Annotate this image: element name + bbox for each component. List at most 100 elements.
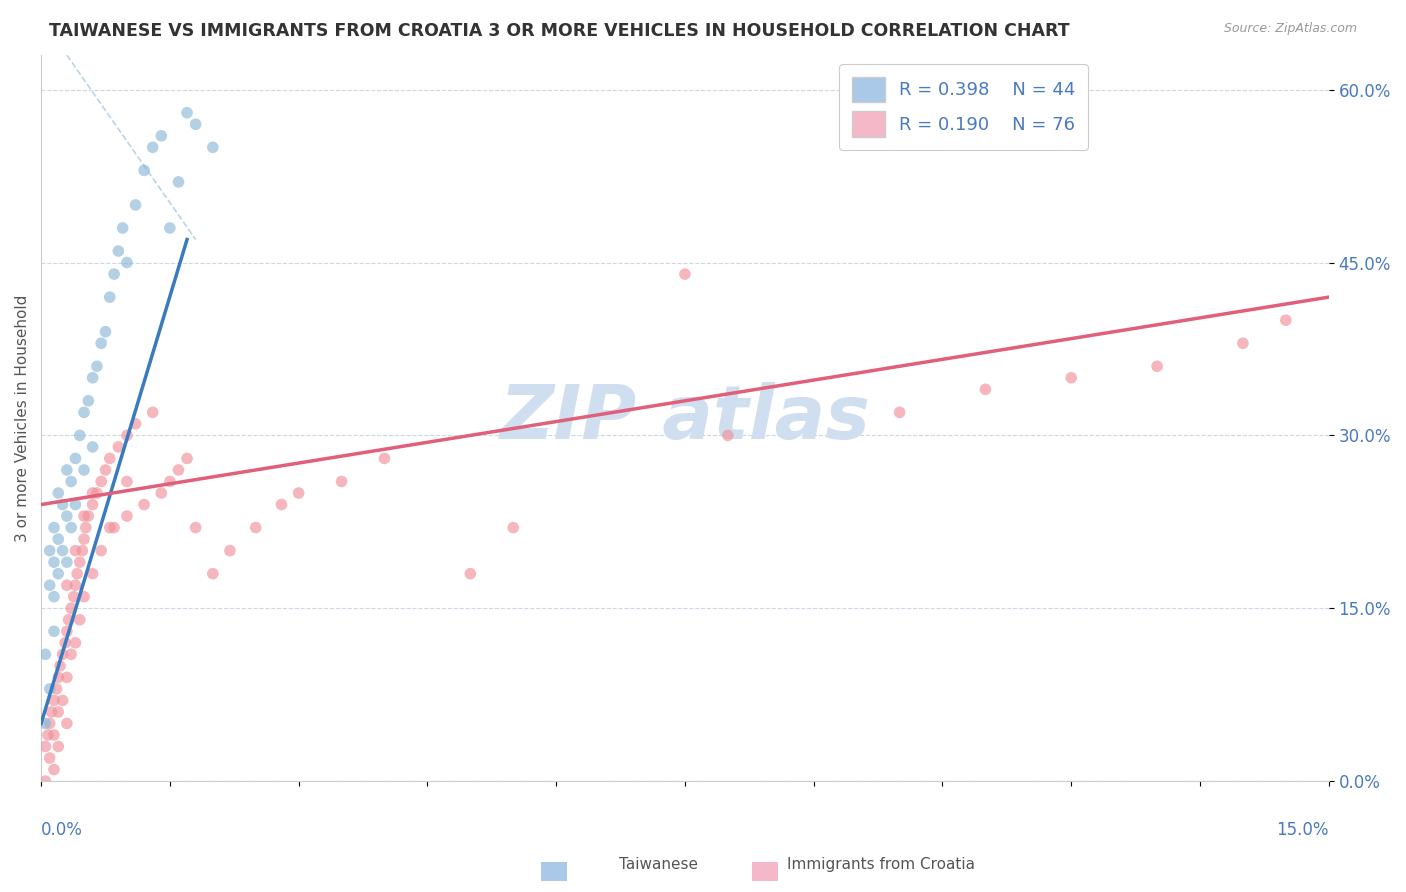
Point — [56, 578, 79, 592]
Point — [134, 498, 156, 512]
Point — [159, 475, 181, 489]
Point — [60, 601, 83, 615]
Point — [38, 543, 60, 558]
Text: Immigrants from Croatia: Immigrants from Croatia — [787, 857, 976, 872]
Point — [124, 417, 146, 431]
Point — [60, 648, 83, 662]
Point — [73, 405, 96, 419]
Point — [717, 428, 740, 442]
Point — [46, 566, 69, 581]
Point — [82, 371, 104, 385]
Point — [77, 393, 100, 408]
Point — [111, 221, 134, 235]
Point — [60, 520, 83, 534]
Point — [142, 405, 165, 419]
Point — [38, 751, 60, 765]
Point — [34, 648, 56, 662]
Point — [82, 486, 104, 500]
Text: TAIWANESE VS IMMIGRANTS FROM CROATIA 3 OR MORE VEHICLES IN HOUSEHOLD CORRELATION: TAIWANESE VS IMMIGRANTS FROM CROATIA 3 O… — [49, 22, 1070, 40]
Point — [37, 728, 59, 742]
Point — [201, 140, 224, 154]
Text: ZIP atlas: ZIP atlas — [499, 382, 870, 455]
Point — [94, 463, 117, 477]
Point — [42, 728, 65, 742]
Point — [245, 520, 267, 534]
Point — [46, 670, 69, 684]
Point — [65, 578, 87, 592]
Point — [219, 543, 242, 558]
Point — [62, 590, 84, 604]
Point — [42, 520, 65, 534]
Point — [42, 763, 65, 777]
Point — [673, 267, 696, 281]
Point — [330, 475, 353, 489]
Point — [69, 555, 91, 569]
Point — [77, 509, 100, 524]
Point — [82, 440, 104, 454]
Point — [98, 520, 121, 534]
Point — [49, 658, 72, 673]
Point — [69, 428, 91, 442]
Point — [184, 117, 207, 131]
Point — [176, 105, 198, 120]
Point — [103, 520, 125, 534]
Point — [42, 590, 65, 604]
Point — [60, 475, 83, 489]
Point — [56, 670, 79, 684]
Point — [502, 520, 524, 534]
Point — [1060, 371, 1083, 385]
Point — [42, 555, 65, 569]
Point — [107, 440, 129, 454]
Point — [41, 705, 63, 719]
Point — [82, 498, 104, 512]
Point — [115, 428, 138, 442]
Point — [115, 475, 138, 489]
Point — [287, 486, 309, 500]
Point — [52, 498, 75, 512]
Point — [150, 128, 173, 143]
Point — [1146, 359, 1168, 374]
Point — [373, 451, 395, 466]
Point — [107, 244, 129, 258]
Point — [46, 739, 69, 754]
Point — [52, 693, 75, 707]
Point — [72, 543, 94, 558]
Point — [142, 140, 165, 154]
Point — [38, 716, 60, 731]
Point — [34, 774, 56, 789]
Point — [974, 382, 997, 396]
Point — [1275, 313, 1298, 327]
Point — [98, 451, 121, 466]
Point — [65, 543, 87, 558]
Point — [889, 405, 911, 419]
Point — [82, 566, 104, 581]
Legend: R = 0.398    N = 44, R = 0.190    N = 76: R = 0.398 N = 44, R = 0.190 N = 76 — [839, 64, 1088, 150]
Point — [176, 451, 198, 466]
Point — [94, 325, 117, 339]
Point — [46, 532, 69, 546]
Point — [150, 486, 173, 500]
Point — [56, 716, 79, 731]
Point — [134, 163, 156, 178]
Point — [270, 498, 292, 512]
Point — [159, 221, 181, 235]
Point — [73, 590, 96, 604]
Point — [115, 255, 138, 269]
Point — [90, 336, 112, 351]
Text: 0.0%: 0.0% — [41, 821, 83, 839]
Point — [73, 509, 96, 524]
Point — [52, 543, 75, 558]
Point — [65, 636, 87, 650]
Point — [73, 532, 96, 546]
Point — [90, 543, 112, 558]
Point — [42, 693, 65, 707]
Point — [184, 520, 207, 534]
Point — [34, 716, 56, 731]
Text: Source: ZipAtlas.com: Source: ZipAtlas.com — [1223, 22, 1357, 36]
Point — [66, 566, 89, 581]
Point — [65, 451, 87, 466]
Point — [42, 624, 65, 639]
Text: 15.0%: 15.0% — [1277, 821, 1329, 839]
Point — [56, 624, 79, 639]
Point — [69, 613, 91, 627]
